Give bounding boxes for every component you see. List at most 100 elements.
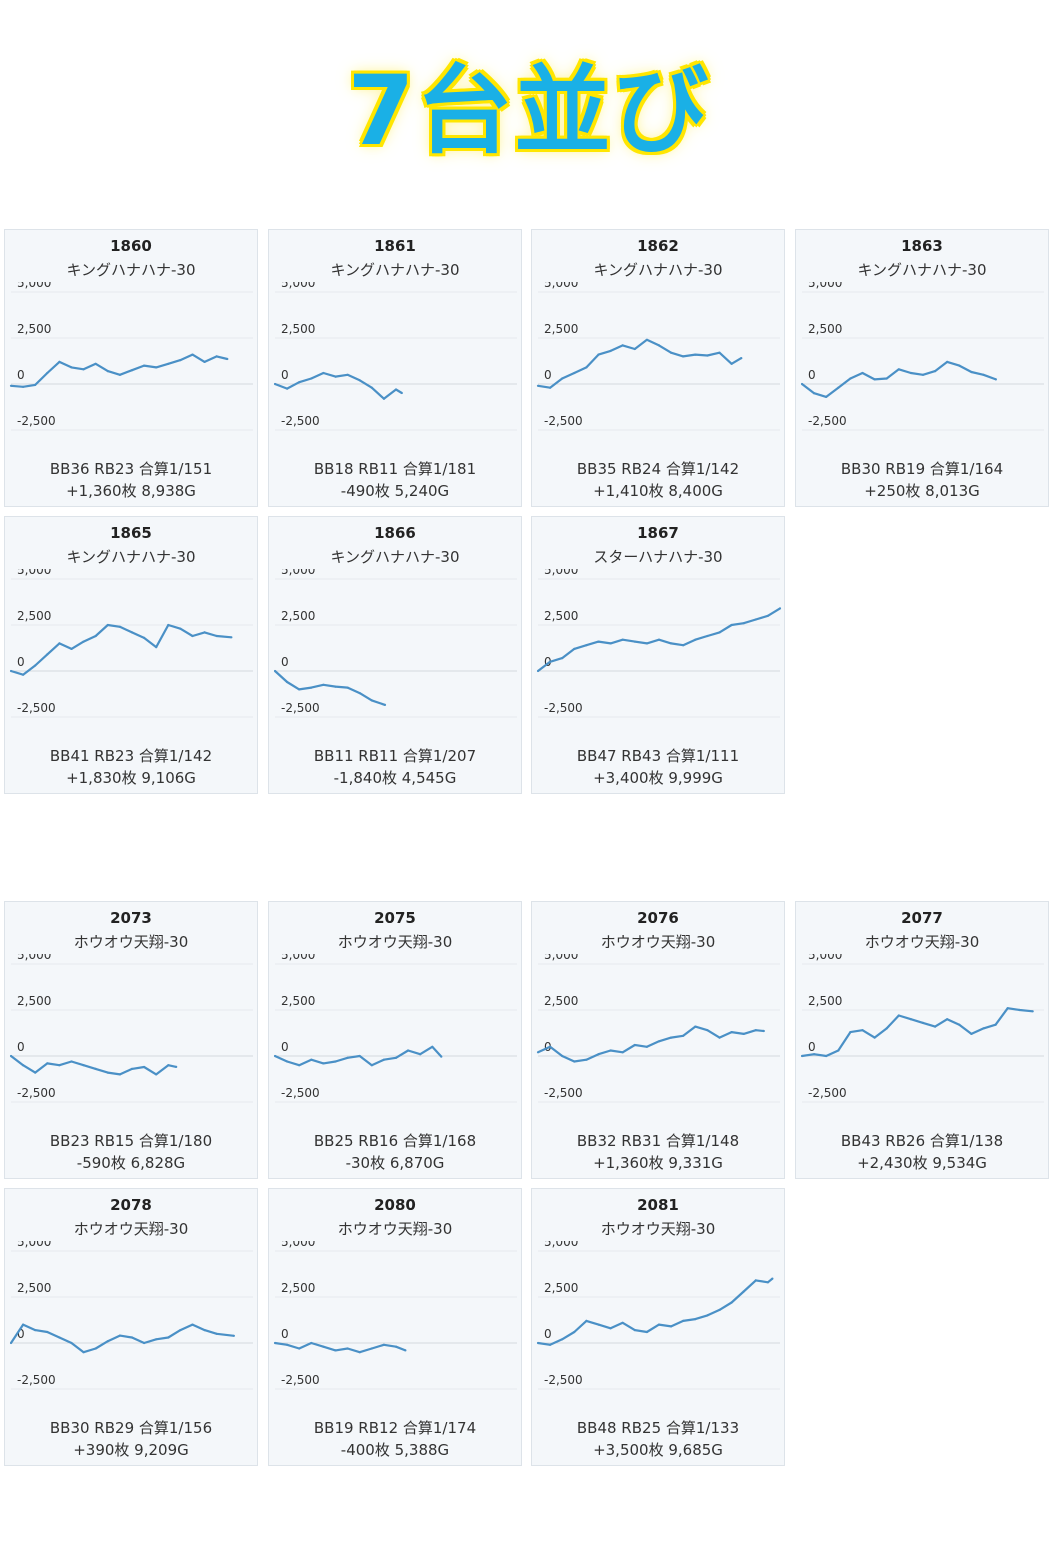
slump-graph: 5,000 2,500 0 -2,500 bbox=[273, 954, 517, 1103]
data-point bbox=[370, 386, 373, 389]
machine-card: 1867 スターハナハナ-30 5,000 2,500 0 -2,500 BB47 RB43… bbox=[531, 516, 785, 794]
data-point bbox=[561, 377, 564, 380]
y-tick-label: -2,500 bbox=[544, 1373, 583, 1387]
data-point bbox=[597, 353, 600, 356]
y-tick-label: 2,500 bbox=[281, 994, 315, 1008]
data-point bbox=[778, 607, 782, 610]
data-point bbox=[94, 1347, 97, 1350]
machine-card: 2075 ホウオウ天翔-30 5,000 2,500 0 -2,500 BB25 RB16 … bbox=[268, 901, 522, 1179]
data-point bbox=[633, 347, 636, 351]
data-point bbox=[742, 1290, 745, 1293]
data-point bbox=[106, 623, 109, 627]
data-point bbox=[382, 397, 385, 400]
data-point bbox=[310, 377, 313, 380]
data-point bbox=[771, 1277, 774, 1280]
y-tick-label: 5,000 bbox=[808, 954, 842, 962]
data-point bbox=[382, 1058, 385, 1061]
data-point bbox=[273, 1341, 277, 1345]
machine-number: 1862 bbox=[637, 237, 679, 255]
bonus-stats: BB43 RB26 合算1/138 bbox=[840, 1132, 1004, 1150]
machine-card: 1863 キングハナハナ-30 5,000 2,500 0 -2,500 BB30 RB19… bbox=[795, 229, 1049, 507]
data-point bbox=[670, 1036, 673, 1039]
data-point bbox=[762, 1029, 765, 1033]
data-point bbox=[1006, 1007, 1009, 1010]
machine-model: ホウオウ天翔-30 bbox=[600, 1220, 716, 1238]
y-tick-label: 5,000 bbox=[17, 954, 51, 962]
medal-result: +1,830枚 9,106G bbox=[66, 769, 196, 787]
machine-model: キングハナハナ-30 bbox=[66, 548, 196, 566]
data-point bbox=[633, 640, 636, 643]
data-point bbox=[549, 386, 552, 389]
y-tick-label: 5,000 bbox=[17, 569, 51, 577]
data-point bbox=[946, 360, 949, 363]
data-point bbox=[585, 644, 588, 647]
data-point bbox=[383, 703, 387, 706]
data-point bbox=[621, 1051, 624, 1054]
data-point bbox=[837, 386, 840, 389]
data-point bbox=[885, 377, 888, 380]
data-point bbox=[130, 1336, 134, 1339]
data-point bbox=[621, 344, 624, 347]
y-tick-label: -2,500 bbox=[808, 1086, 847, 1100]
slump-graph: 5,000 2,500 0 -2,500 bbox=[536, 282, 780, 431]
slump-graph: 5,000 2,500 0 -2,500 bbox=[273, 569, 517, 718]
data-point bbox=[370, 699, 373, 702]
data-point bbox=[394, 1345, 398, 1348]
medal-result: +3,500枚 9,685G bbox=[593, 1441, 723, 1459]
series-line bbox=[274, 670, 386, 706]
series-line bbox=[10, 623, 232, 676]
data-point bbox=[754, 1029, 757, 1032]
data-point bbox=[334, 375, 337, 378]
bonus-stats: BB36 RB23 合算1/151 bbox=[49, 460, 213, 478]
data-point bbox=[682, 355, 685, 358]
machine-model: ホウオウ天翔-30 bbox=[337, 933, 453, 951]
medal-result: -400枚 5,388G bbox=[340, 1441, 450, 1459]
data-point bbox=[58, 1336, 61, 1339]
series-line bbox=[537, 338, 742, 389]
data-point bbox=[9, 1054, 13, 1058]
data-point bbox=[645, 1045, 648, 1048]
y-tick-label: 2,500 bbox=[544, 994, 578, 1008]
data-point bbox=[322, 683, 325, 686]
data-point bbox=[400, 391, 403, 395]
machine-card: 2076 ホウオウ天翔-30 5,000 2,500 0 -2,500 BB32 RB31 … bbox=[531, 901, 785, 1179]
data-point bbox=[597, 1323, 600, 1326]
data-point bbox=[358, 1351, 361, 1354]
data-point bbox=[70, 647, 73, 650]
y-tick-label: 2,500 bbox=[544, 609, 578, 623]
data-point bbox=[22, 1064, 25, 1067]
data-point bbox=[46, 1062, 49, 1065]
data-point bbox=[645, 338, 648, 341]
data-point bbox=[621, 1321, 624, 1324]
data-point bbox=[118, 373, 121, 376]
y-tick-label: 5,000 bbox=[544, 1241, 578, 1249]
y-tick-label: 0 bbox=[808, 368, 816, 382]
data-point bbox=[849, 377, 852, 380]
y-tick-label: -2,500 bbox=[281, 414, 320, 428]
data-point bbox=[203, 360, 206, 363]
data-point bbox=[718, 1308, 721, 1311]
medal-result: +1,410枚 8,400G bbox=[593, 482, 723, 500]
data-point bbox=[419, 1053, 422, 1056]
y-tick-label: 5,000 bbox=[17, 1241, 51, 1249]
data-point bbox=[46, 653, 49, 656]
data-point bbox=[549, 660, 552, 663]
machine-card: 1865 キングハナハナ-30 5,000 2,500 0 -2,500 BB41 RB23… bbox=[4, 516, 258, 794]
slump-graph: 5,000 2,500 0 -2,500 bbox=[536, 1241, 780, 1390]
y-tick-label: 0 bbox=[281, 368, 289, 382]
data-point bbox=[58, 642, 61, 645]
data-point bbox=[106, 370, 109, 373]
data-point bbox=[22, 385, 25, 388]
y-tick-label: 2,500 bbox=[281, 1281, 315, 1295]
medal-result: -490枚 5,240G bbox=[340, 482, 450, 500]
data-point bbox=[143, 1341, 146, 1345]
data-point bbox=[813, 1053, 816, 1056]
data-point bbox=[573, 371, 576, 375]
data-point bbox=[561, 1338, 564, 1341]
data-point bbox=[730, 623, 733, 627]
data-point bbox=[800, 1054, 804, 1058]
machine-number: 2077 bbox=[901, 909, 943, 927]
data-point bbox=[549, 1343, 552, 1346]
y-tick-label: 0 bbox=[281, 655, 289, 669]
data-point bbox=[549, 1045, 552, 1048]
